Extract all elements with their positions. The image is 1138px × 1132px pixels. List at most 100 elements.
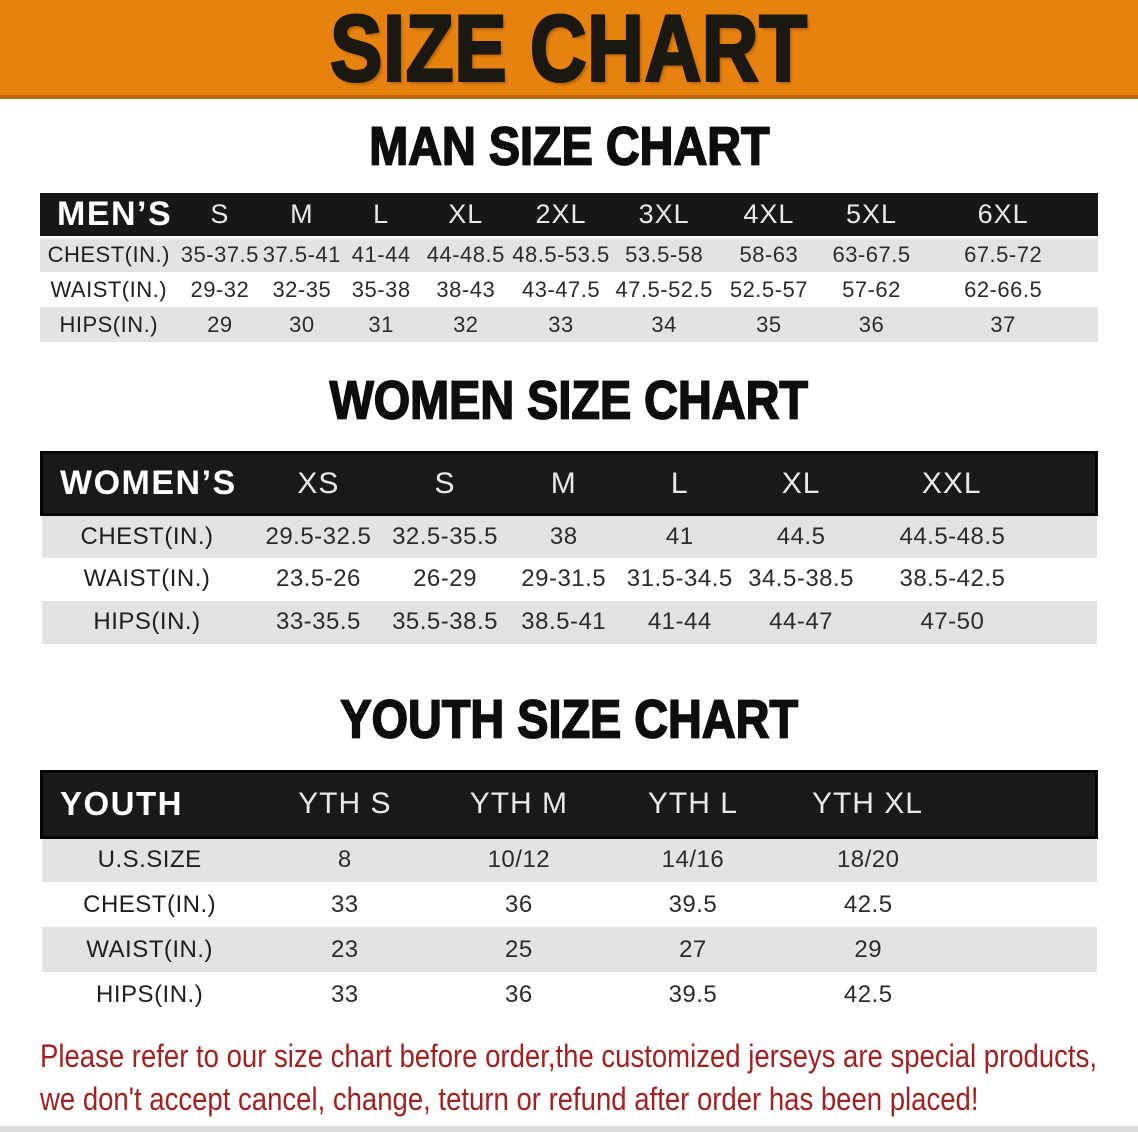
measurement-value: 34.5-38.5 [748, 565, 855, 592]
section-women: WOMEN SIZE CHART WOMEN’S XS S M L XL XXL CHEST(… [0, 370, 1138, 644]
size-column-header: YTH S [257, 769, 432, 839]
measurement-value: 29-32 [190, 276, 250, 302]
measurement-value: 18/20 [779, 835, 1097, 882]
size-column-header: YTH M [431, 769, 606, 839]
section-men: MAN SIZE CHART MEN’S S M L XL 2XL 3XL 4XL 5XL 6XL… [0, 116, 1138, 342]
measurement-value: 32.5-35.5 [384, 513, 506, 558]
measurement-row-label: CHEST(IN.) [40, 235, 178, 272]
measurement-value: 35.5-38.5 [392, 608, 498, 635]
measurement-value: 41-44 [341, 235, 421, 272]
page-title: SIZE CHART [329, 0, 808, 101]
measurement-value: 58-63 [717, 235, 821, 272]
measurement-value: 42.5 [843, 980, 893, 1008]
measurement-row-label: HIPS(IN.) [59, 311, 159, 337]
measurement-row-label: CHEST(IN.) [83, 890, 217, 918]
section-youth: YOUTH SIZE CHART YOUTH YTH S YTH M YTH L YTH… [0, 689, 1138, 1017]
measurement-value: 63-67.5 [820, 235, 923, 272]
disclaimer-line-2: we don't accept cancel, change, teturn o… [40, 1081, 979, 1117]
measurement-value: 36 [505, 980, 533, 1008]
size-column-header: 4XL [717, 193, 821, 237]
photo-bottom-edge [0, 1126, 1138, 1132]
measurement-row: WAIST(IN.) 23 25 27 29 [41, 927, 1097, 972]
measurement-value: 8 [257, 835, 432, 882]
measurement-value: 32 [453, 311, 479, 337]
measurement-value: 67.5-72 [922, 235, 1098, 272]
banner: SIZE CHART [0, 0, 1138, 101]
measurement-value: 26-29 [413, 565, 477, 592]
youth-section-title: YOUTH SIZE CHART [339, 689, 798, 750]
measurement-value: 29 [854, 935, 883, 963]
measurement-value: 38 [505, 513, 622, 558]
men-section-title: MAN SIZE CHART [368, 116, 770, 177]
measurement-value: 38.5-41 [521, 608, 607, 635]
measurement-row: HIPS(IN.) 29 30 31 32 33 34 35 36 37 [40, 307, 1098, 342]
measurement-value: 57-62 [842, 276, 901, 302]
measurement-value: 33 [330, 980, 359, 1008]
measurement-value: 34 [651, 311, 677, 337]
size-column-header: 6XL [922, 193, 1098, 237]
size-column-header: S [384, 451, 506, 516]
table-group-label: YOUTH [39, 769, 258, 839]
size-column-header: YTH L [605, 769, 780, 839]
measurement-row: HIPS(IN.) 33-35.5 35.5-38.5 38.5-41 41-44 44-… [41, 600, 1097, 644]
size-column-header: 2XL [510, 193, 612, 237]
measurement-value: 33 [330, 890, 359, 918]
size-header-row: YOUTH YTH S YTH M YTH L YTH XL [39, 769, 1098, 839]
measurement-row-label: HIPS(IN.) [93, 608, 201, 635]
measurement-value: 30 [289, 311, 315, 337]
size-column-header: 5XL [820, 193, 923, 237]
measurement-value: 23 [330, 935, 359, 963]
measurement-row-label: CHEST(IN.) [41, 513, 253, 558]
measurement-value: 44.5 [737, 513, 865, 558]
measurement-row: U.S.SIZE 8 10/12 14/16 18/20 [41, 835, 1097, 882]
women-size-table: WOMEN’S XS S M L XL XXL CHEST(IN.) 29.5-32.5 32.5… [40, 451, 1099, 644]
measurement-value: 43-47.5 [521, 276, 601, 302]
measurement-value: 47-50 [920, 608, 985, 635]
measurement-value: 48.5-53.5 [510, 235, 612, 272]
measurement-value: 44.5-48.5 [864, 513, 1097, 558]
measurement-value: 14/16 [605, 835, 780, 882]
youth-size-table: YOUTH YTH S YTH M YTH L YTH XL U.S.SIZE 8 10/12… [39, 769, 1098, 1017]
measurement-row: CHEST(IN.) 35-37.5 37.5-41 41-44 44-48.5 48.5… [40, 235, 1098, 272]
disclaimer-line-1: Please refer to our size chart before or… [40, 1038, 1097, 1074]
measurement-value: 29.5-32.5 [252, 513, 385, 558]
size-header-row: MEN’S S M L XL 2XL 3XL 4XL 5XL 6XL [40, 193, 1098, 237]
table-group-label: WOMEN’S [40, 451, 253, 516]
measurement-row-label: WAIST(IN.) [83, 565, 211, 592]
size-column-header: L [621, 451, 738, 516]
measurement-row: HIPS(IN.) 33 36 39.5 42.5 [41, 972, 1097, 1017]
measurement-value: 29-31.5 [521, 565, 607, 592]
measurement-value: 52.5-57 [729, 276, 808, 302]
measurement-value: 36 [858, 311, 885, 337]
size-column-header: M [262, 193, 342, 237]
measurement-value: 62-66.5 [964, 276, 1043, 302]
measurement-value: 37.5-41 [262, 235, 342, 272]
measurement-value: 10/12 [431, 835, 606, 882]
measurement-row-label: WAIST(IN.) [50, 276, 168, 302]
measurement-value: 23.5-26 [275, 565, 361, 592]
measurement-value: 38-43 [436, 276, 496, 302]
measurement-value: 29 [207, 311, 233, 337]
disclaimer: Please refer to our size chart before or… [40, 1035, 1138, 1121]
measurement-value: 42.5 [843, 890, 893, 918]
size-column-header: M [505, 451, 622, 516]
measurement-row-label: WAIST(IN.) [86, 935, 214, 963]
measurement-value: 35-38 [351, 276, 411, 302]
measurement-value: 32-35 [272, 276, 332, 302]
measurement-row-label: HIPS(IN.) [96, 980, 204, 1008]
measurement-value: 38.5-42.5 [899, 565, 1006, 592]
measurement-value: 41 [621, 513, 738, 558]
measurement-value: 47.5-52.5 [615, 276, 713, 302]
measurement-value: 41-44 [647, 608, 712, 635]
table-group-label: MEN’S [40, 193, 178, 237]
size-header-row: WOMEN’S XS S M L XL XXL [40, 451, 1099, 516]
men-size-table: MEN’S S M L XL 2XL 3XL 4XL 5XL 6XL CHEST(IN.) 35-37… [40, 193, 1098, 342]
size-column-header: XL [737, 451, 865, 516]
women-section-title: WOMEN SIZE CHART [329, 370, 809, 431]
size-column-header: YTH XL [779, 769, 1098, 839]
size-column-header: XXL [864, 451, 1099, 516]
measurement-value: 31 [368, 311, 394, 337]
size-column-header: XS [252, 451, 385, 516]
measurement-value: 36 [505, 890, 533, 918]
